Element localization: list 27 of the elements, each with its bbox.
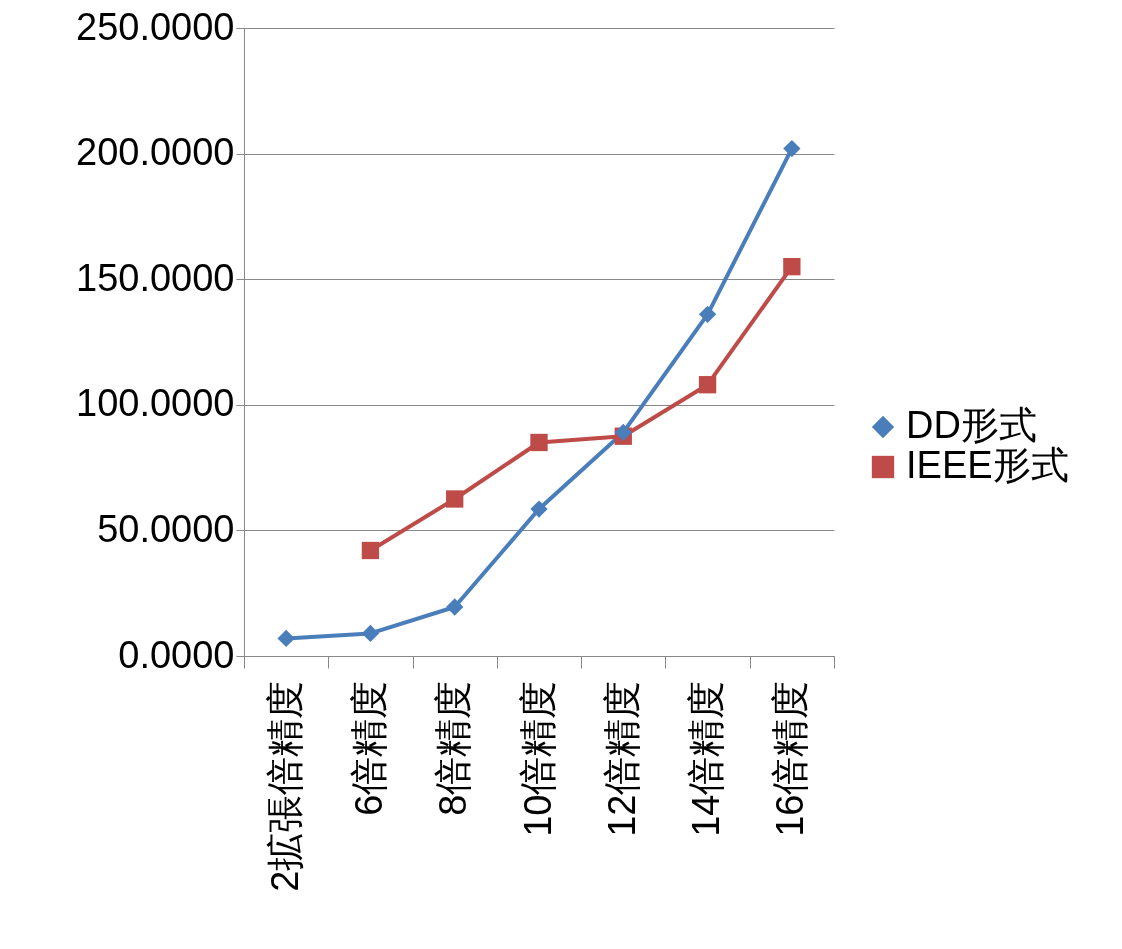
y-tick-label: 150.0000 <box>76 256 235 299</box>
point <box>698 376 717 394</box>
legend-label: IEEE形式 <box>906 444 1069 486</box>
y-tick-label: 250.0000 <box>76 5 235 48</box>
x-tick-label: 14倍精度 <box>685 680 728 837</box>
y-tick-label: 100.0000 <box>76 382 235 425</box>
point <box>698 305 717 324</box>
x-tick-label: 12倍精度 <box>600 680 643 837</box>
point <box>361 541 380 560</box>
point <box>614 423 632 442</box>
point <box>783 257 801 276</box>
x-tick-label: 6倍精度 <box>347 680 390 816</box>
x-tick-label: 2拡張倍精度 <box>263 680 306 892</box>
point <box>530 500 548 518</box>
y-tick-label: 50.0000 <box>97 507 235 550</box>
x-tick-label: 8倍精度 <box>432 680 475 816</box>
x-tick-label: 10倍精度 <box>516 680 559 837</box>
point <box>446 490 464 508</box>
point <box>530 433 548 452</box>
point <box>277 629 295 648</box>
point <box>783 139 801 158</box>
x-tick-label: 16倍精度 <box>769 680 812 837</box>
y-tick-label: 0.0000 <box>118 633 235 676</box>
point <box>361 624 380 643</box>
legend-label: DD形式 <box>906 404 1037 446</box>
y-tick-label: 200.0000 <box>76 131 235 174</box>
point <box>446 598 464 616</box>
